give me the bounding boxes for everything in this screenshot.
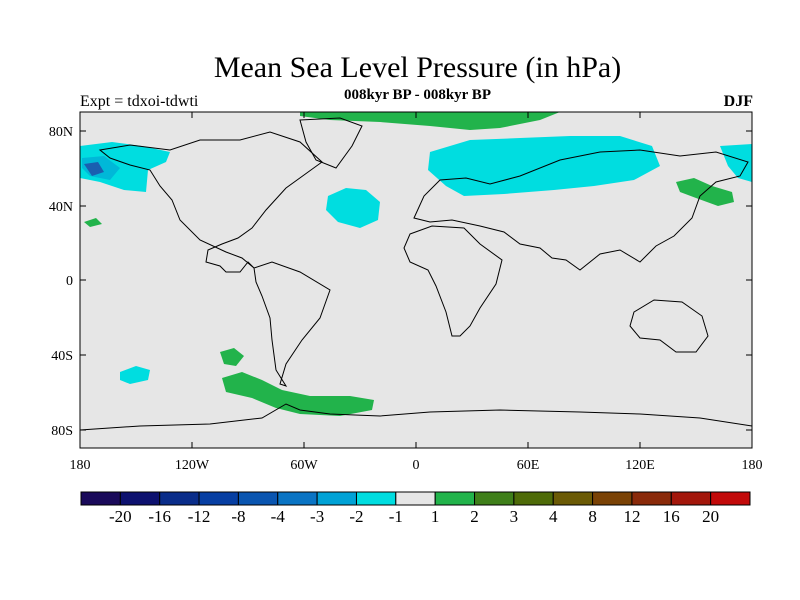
legend-label: 12: [623, 507, 640, 526]
positive-anomaly-central-pacific: [84, 218, 102, 227]
positive-anomaly-southern-ocean: [222, 372, 374, 416]
map-title: Mean Sea Level Pressure (in hPa): [213, 51, 622, 84]
legend-swatch: [513, 491, 554, 506]
legend-label: 16: [663, 507, 680, 526]
legend-swatch: [631, 491, 672, 506]
legend-swatch: [355, 491, 397, 506]
coast-north-america: [98, 131, 323, 273]
legend-label: -1: [389, 507, 403, 526]
legend-swatch: [434, 491, 476, 506]
negative-anomaly-alaska-deep: [84, 162, 104, 176]
legend-swatch: [670, 491, 712, 506]
experiment-label: Expt = tdxoi-tdwti: [80, 93, 199, 110]
legend-label: -3: [310, 507, 324, 526]
lat-tick-label: 0: [66, 274, 73, 289]
negative-anomaly-south-pacific: [120, 366, 150, 384]
lon-tick-label: 0: [413, 458, 420, 473]
lat-tick-label: 80S: [51, 424, 73, 439]
lon-tick-label: 60E: [517, 458, 540, 473]
legend-color-bar: [80, 491, 751, 506]
lon-tick-label: 180: [70, 458, 91, 473]
legend-swatch: [552, 491, 594, 506]
legend-swatch: [277, 491, 318, 506]
pressure-anomaly-fields: [80, 112, 752, 431]
legend-swatch: [710, 491, 751, 506]
negative-anomaly-alaska: [80, 142, 170, 192]
legend-labels: -20 -16 -12 -8 -4 -3 -2 -1 1 2 3 4 8 12 16 20: [109, 507, 719, 526]
lat-tick-label: 80N: [49, 125, 73, 140]
negative-anomaly-north-atlantic: [326, 188, 380, 228]
lon-tick-label: 120E: [625, 458, 655, 473]
legend-label: -8: [231, 507, 245, 526]
coast-south-america: [253, 261, 331, 387]
lon-tick-label: 120W: [175, 458, 210, 473]
legend-swatch: [119, 491, 161, 506]
coastlines: [80, 117, 752, 431]
legend-swatch: [198, 491, 239, 506]
legend-label: 8: [588, 507, 597, 526]
lon-tick-label: 180: [742, 458, 763, 473]
legend-label: -12: [188, 507, 211, 526]
legend-label: 1: [431, 507, 440, 526]
coast-greenland: [299, 117, 363, 169]
legend-swatch: [592, 491, 633, 506]
map-subtitle: 008kyr BP - 008kyr BP: [344, 87, 491, 103]
positive-anomaly-south-pacific: [220, 348, 244, 366]
lon-tick-label: 60W: [290, 458, 318, 473]
coast-europe-asia: [413, 149, 749, 271]
legend-swatch: [80, 491, 121, 506]
legend-label: 20: [702, 507, 719, 526]
coast-africa: [403, 225, 503, 337]
legend-label: 2: [470, 507, 479, 526]
coast-australia: [629, 299, 709, 353]
legend-label: -20: [109, 507, 132, 526]
legend-swatch: [237, 491, 279, 506]
legend-swatch: [316, 491, 357, 506]
legend-label: -4: [271, 507, 286, 526]
legend-label: -2: [349, 507, 363, 526]
lat-tick-label: 40N: [49, 200, 73, 215]
legend-label: 4: [549, 507, 558, 526]
positive-anomaly-north-pole: [300, 112, 560, 130]
lat-tick-label: 40S: [51, 349, 73, 364]
season-label: DJF: [723, 93, 753, 110]
legend-swatch: [474, 491, 515, 506]
legend-swatch: [395, 491, 436, 506]
legend-label: -16: [148, 507, 171, 526]
legend-label: 3: [510, 507, 519, 526]
tick-marks: [80, 112, 752, 448]
coast-antarctica: [80, 403, 752, 431]
legend-swatch: [159, 491, 200, 506]
negative-anomaly-bering: [720, 144, 752, 182]
